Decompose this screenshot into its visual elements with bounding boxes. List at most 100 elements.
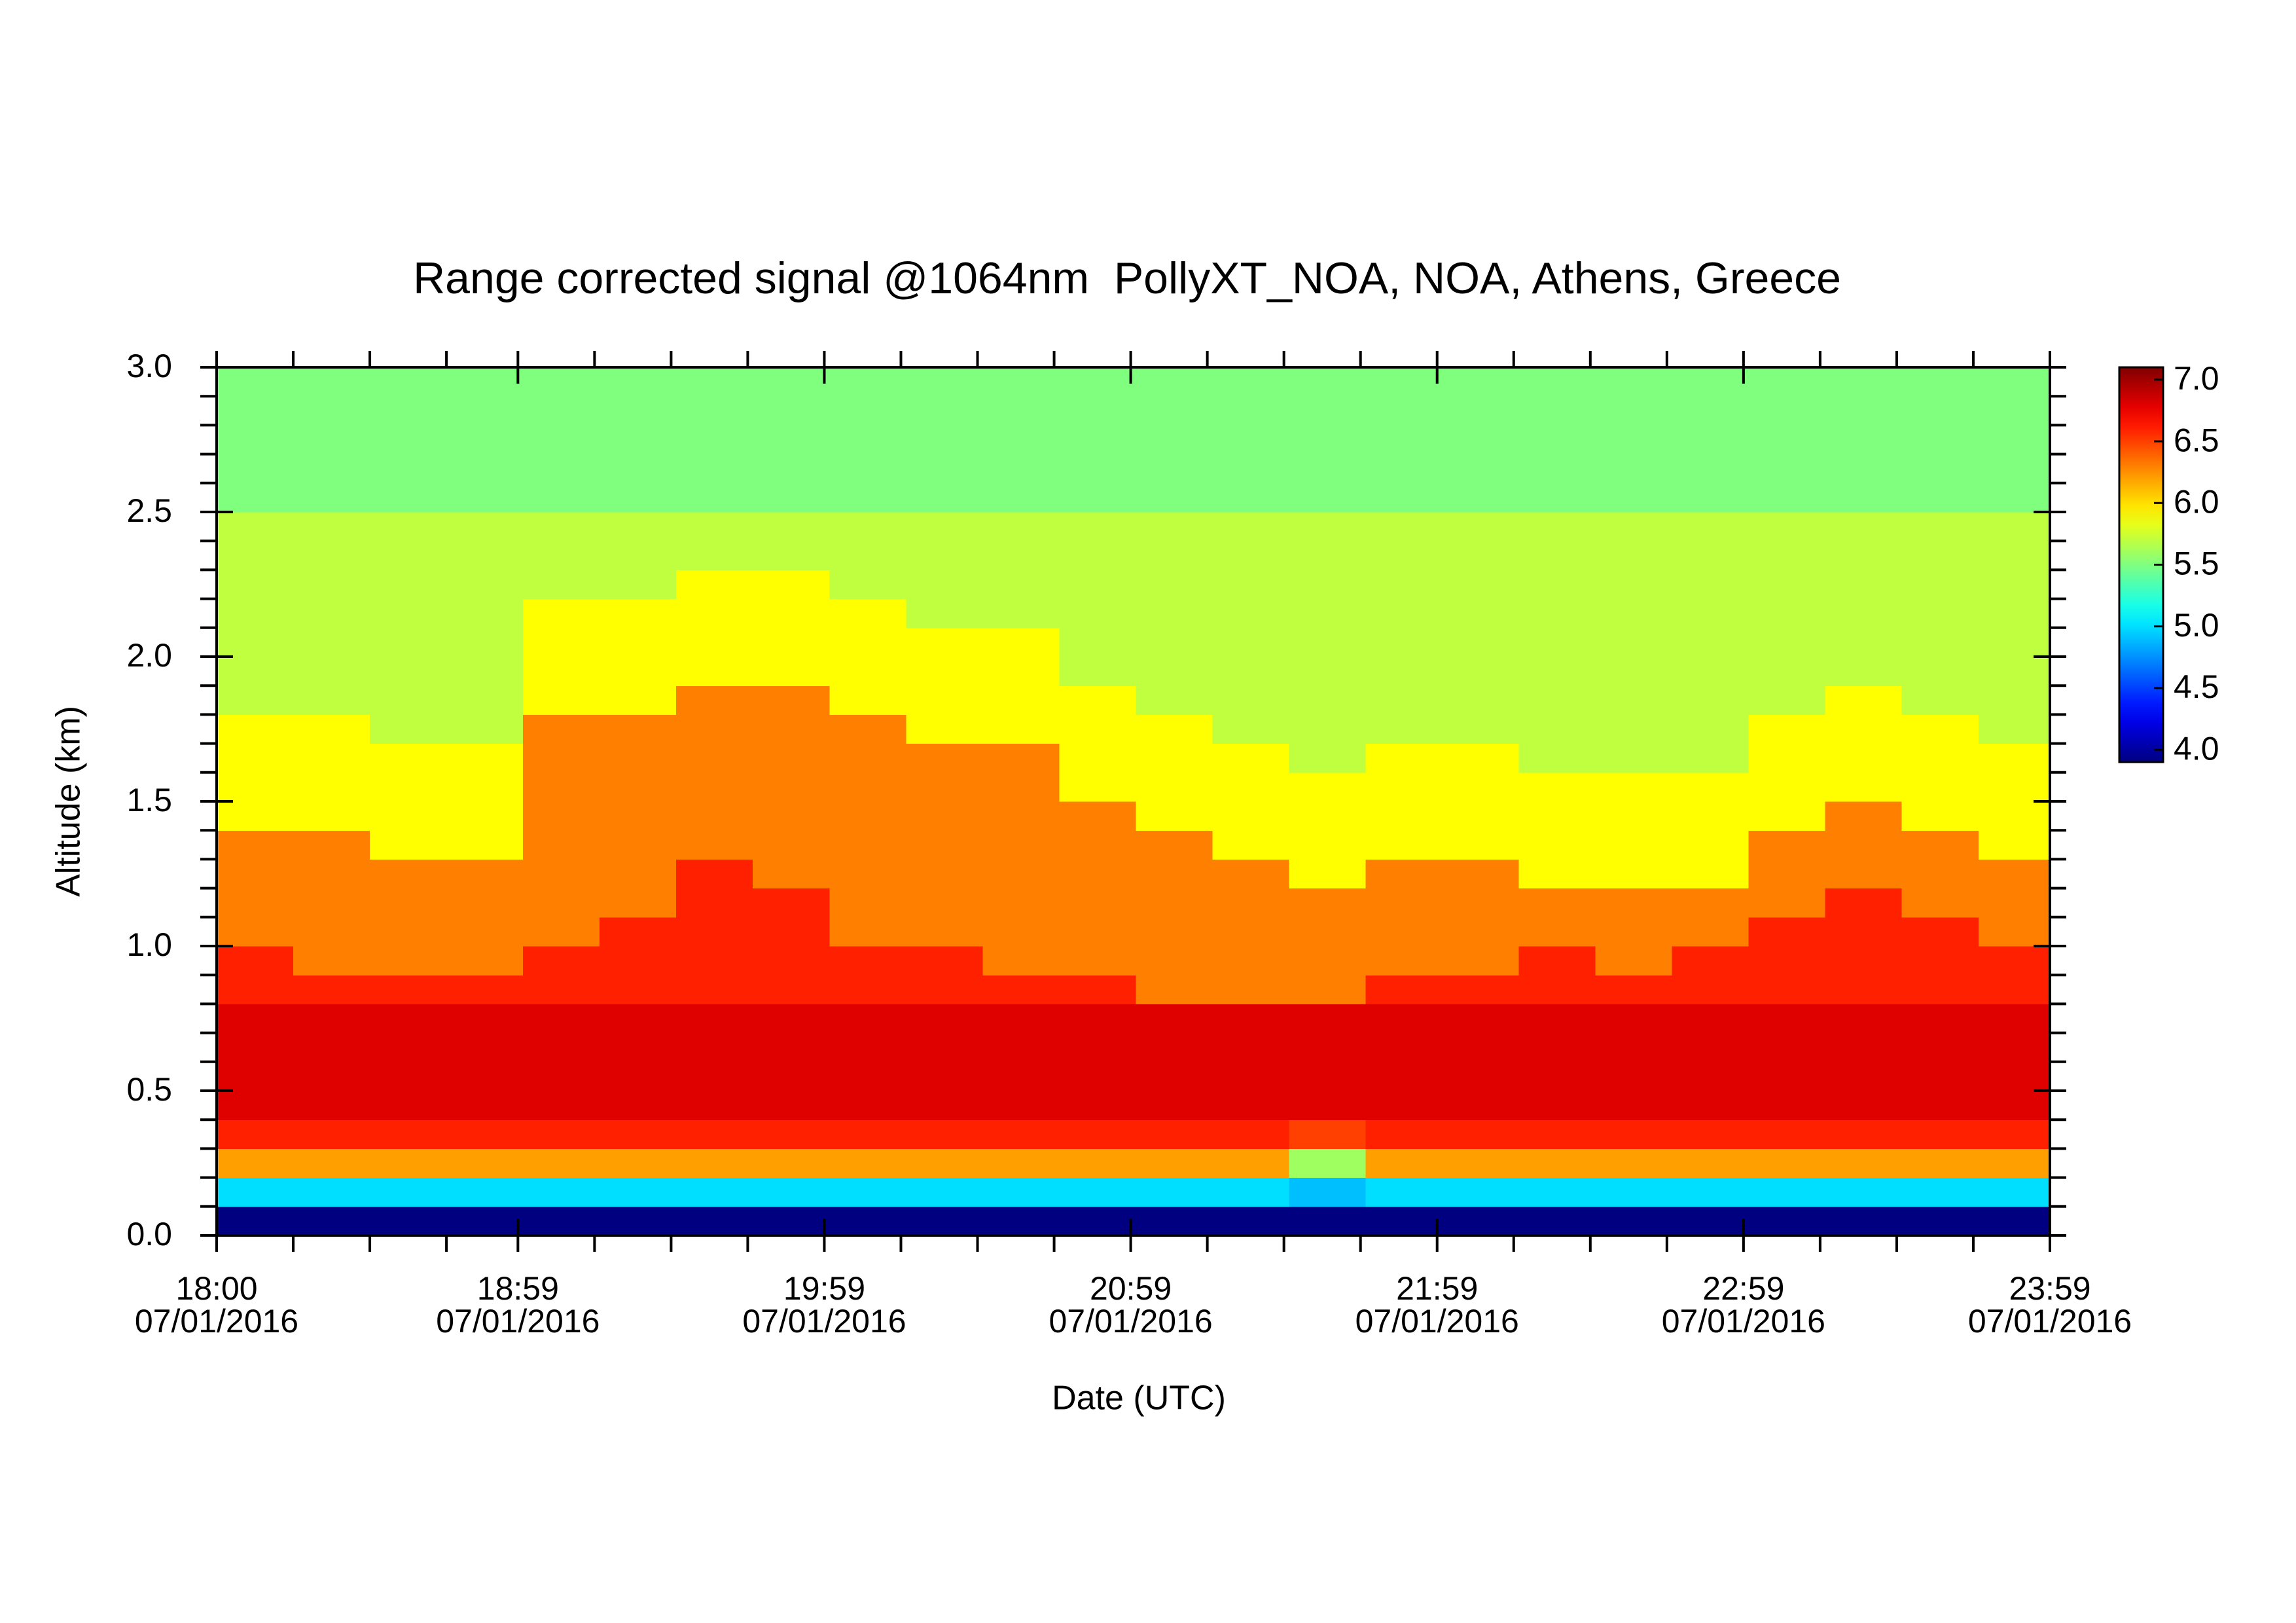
heatmap-cell [982, 917, 1060, 947]
heatmap-cell [676, 743, 753, 773]
heatmap-cell [523, 1004, 600, 1034]
heatmap-cell [446, 657, 524, 686]
colorbar-tick-label: 5.0 [2174, 607, 2219, 644]
heatmap-cell [982, 454, 1060, 484]
heatmap-cell [370, 541, 447, 570]
heatmap-cell [1059, 917, 1137, 947]
heatmap-cell [600, 657, 677, 686]
heatmap-cell [1289, 1061, 1367, 1091]
heatmap-cell [217, 1120, 294, 1149]
heatmap-cell [1748, 1177, 1826, 1207]
heatmap-cell [676, 425, 753, 455]
heatmap-cell [1825, 772, 1903, 802]
heatmap-cell [293, 570, 370, 600]
colorbar-tick-label: 7.0 [2174, 360, 2219, 397]
heatmap-cell [676, 859, 753, 889]
heatmap-cell [1442, 454, 1520, 484]
heatmap-cell [523, 483, 600, 513]
heatmap-cell [293, 1120, 370, 1149]
heatmap-cell [293, 917, 370, 947]
heatmap-cell [1748, 396, 1826, 426]
heatmap-cell [217, 657, 294, 686]
heatmap-cell [1059, 425, 1137, 455]
heatmap-cell [1136, 772, 1213, 802]
heatmap-cell [1289, 1206, 1367, 1236]
heatmap-cell [1518, 859, 1596, 889]
heatmap-cell [1978, 1032, 2051, 1063]
heatmap-cell [1672, 598, 1749, 629]
heatmap-cell [1901, 1148, 1979, 1178]
heatmap-cell [1978, 772, 2051, 802]
heatmap-cell [1059, 888, 1137, 918]
heatmap-cell [829, 859, 906, 889]
heatmap-cell [982, 483, 1060, 513]
x-tick-label: 18:00 [175, 1270, 257, 1307]
heatmap-cell [1595, 830, 1673, 860]
heatmap-cell [600, 830, 677, 860]
heatmap-cell [753, 1004, 830, 1034]
heatmap-cell [1672, 657, 1749, 686]
heatmap-cell [1365, 1091, 1443, 1120]
heatmap-cell [1365, 598, 1443, 629]
heatmap-cell [1672, 1061, 1749, 1091]
heatmap-cell [1365, 367, 1443, 397]
heatmap-cell [1212, 367, 1290, 397]
heatmap-cell [1059, 946, 1137, 976]
heatmap-cell [1136, 1061, 1213, 1091]
heatmap-cell [1748, 541, 1826, 570]
heatmap-cell [753, 1061, 830, 1091]
heatmap-cell [829, 541, 906, 570]
heatmap-cell [906, 483, 983, 513]
heatmap-cell [293, 598, 370, 629]
heatmap-cell [1212, 483, 1290, 513]
heatmap-cell [829, 454, 906, 484]
heatmap-cell [1595, 1004, 1673, 1034]
heatmap-cell [446, 1032, 524, 1063]
heatmap-cell [676, 975, 753, 1004]
heatmap-cell [1442, 946, 1520, 976]
y-tick-label: 0.0 [126, 1216, 172, 1252]
heatmap-cell [982, 772, 1060, 802]
heatmap-cell [217, 946, 294, 976]
heatmap-cell [1289, 657, 1367, 686]
heatmap-cell [1442, 1032, 1520, 1063]
heatmap-cell [1136, 1004, 1213, 1034]
heatmap-cell [523, 541, 600, 570]
heatmap-cell [523, 888, 600, 918]
heatmap-cell [676, 917, 753, 947]
heatmap-cell [1442, 772, 1520, 802]
heatmap-cell [1518, 830, 1596, 860]
heatmap-cell [829, 627, 906, 657]
x-tick-label: 07/01/2016 [135, 1303, 298, 1340]
heatmap-cell [1365, 685, 1443, 715]
heatmap-cell [293, 541, 370, 570]
heatmap-cell [1136, 946, 1213, 976]
heatmap-cell [1672, 1004, 1749, 1034]
heatmap-cell [1825, 657, 1903, 686]
heatmap-cell [1289, 1177, 1367, 1207]
x-tick-label: 07/01/2016 [1355, 1303, 1519, 1340]
heatmap-cell [370, 975, 447, 1004]
heatmap-cell [1136, 975, 1213, 1004]
heatmap-cell [1442, 425, 1520, 455]
heatmap-cell [676, 888, 753, 918]
heatmap-cell [676, 830, 753, 860]
heatmap-cell [446, 627, 524, 657]
heatmap-cell [829, 946, 906, 976]
heatmap-cell [446, 685, 524, 715]
heatmap-cell [1748, 917, 1826, 947]
heatmap-cell [523, 830, 600, 860]
heatmap-cell [217, 888, 294, 918]
heatmap-cell [982, 367, 1060, 397]
x-tick-label: 07/01/2016 [1968, 1303, 2132, 1340]
heatmap-cell [1365, 946, 1443, 976]
heatmap-cell [600, 396, 677, 426]
heatmap-cell [1442, 685, 1520, 715]
heatmap-cell [753, 859, 830, 889]
heatmap-cell [1212, 946, 1290, 976]
heatmap-cell [1212, 743, 1290, 773]
heatmap-cell [446, 975, 524, 1004]
heatmap-cell [1365, 483, 1443, 513]
heatmap-cell [982, 975, 1060, 1004]
heatmap-cell [1518, 888, 1596, 918]
